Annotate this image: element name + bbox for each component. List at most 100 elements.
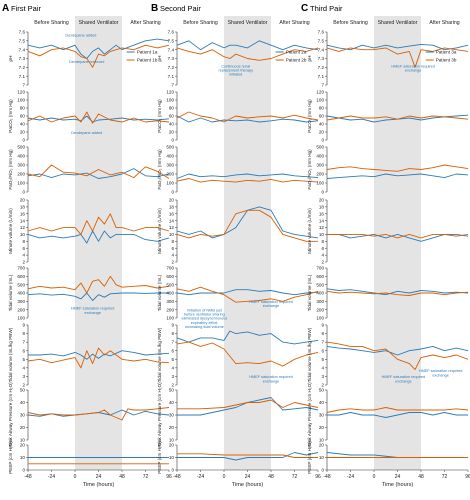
y-tick-label: 7	[171, 83, 174, 88]
annotation-line: HMEF saturation required	[249, 300, 292, 304]
y-tick-label: 7.3	[318, 56, 325, 61]
y-axis-label: FaO₂/FiO₂ (mm Hg)	[157, 149, 162, 190]
y-tick-label: 8	[321, 239, 324, 244]
panel-title: First Pair	[11, 4, 42, 13]
series-line-a	[176, 115, 319, 123]
y-tick-label: 4	[22, 365, 25, 370]
series-line-a	[326, 43, 469, 51]
annotation: Dexdepane removed	[69, 60, 104, 64]
y-tick-label: 6	[171, 348, 174, 353]
panel-letter: B	[151, 3, 158, 14]
y-axis-label: Minute volume (L/min)	[157, 208, 162, 254]
x-tick-label: 0	[74, 474, 77, 480]
y-tick-label: 20	[20, 425, 26, 430]
y-tick-label: 7	[321, 83, 324, 88]
x-tick-label: 96	[465, 474, 470, 480]
y-tick-label: 300	[316, 299, 324, 304]
annotation-line: exchange	[263, 304, 279, 308]
y-tick-label: 120	[316, 90, 324, 95]
y-tick-label: 60	[319, 114, 325, 119]
row-0: 7.6 7.5 7.4 7.3 7.2 7.1 7 pH Dexdepane added Dexd…	[8, 30, 170, 88]
annotation: HMEF saturation required exchange	[391, 64, 434, 72]
y-tick-label: 20	[20, 130, 26, 135]
series-line-b	[176, 286, 319, 303]
legend-label: Patient 2a	[286, 50, 307, 55]
y-tick-label: 50	[169, 388, 175, 393]
y-tick-label: 40	[169, 122, 175, 127]
y-tick-label: 0	[22, 468, 25, 473]
series-line-b	[176, 341, 319, 367]
series-line-a	[326, 288, 469, 296]
phase-label: After Sharing	[279, 20, 309, 26]
series-line-b	[177, 453, 318, 458]
series-line-b	[177, 399, 319, 410]
y-tick-label: 7.2	[318, 65, 325, 70]
y-tick-label: 10	[319, 455, 325, 460]
annotation-line: exchange	[405, 69, 421, 73]
y-tick-label: 6	[321, 348, 324, 353]
y-tick-label: 2	[321, 260, 324, 265]
phase-label: Before Sharing	[34, 20, 69, 26]
series-line-a	[176, 289, 319, 296]
y-tick-label: 600	[17, 274, 25, 279]
annotation-line: HMEF saturation required	[382, 375, 425, 379]
y-tick-label: 100	[316, 181, 324, 186]
y-tick-label: 7	[321, 340, 324, 345]
y-tick-label: 50	[20, 388, 26, 393]
y-tick-label: 16	[169, 211, 175, 216]
row-2: 500 400 300 200 100 0 FaO₂/FiO₂ (mm Hg)	[157, 145, 319, 195]
phase-label: Before Sharing	[183, 20, 218, 26]
y-tick-label: 20	[319, 443, 325, 448]
phase-label: Shared Ventilator	[228, 20, 268, 26]
annotation: HMEF saturation required exchange	[249, 300, 292, 308]
y-axis-label: Tidal volume (mL/kg PBW)	[157, 327, 162, 382]
y-tick-label: 60	[169, 114, 175, 119]
phase-label: Before Sharing	[333, 20, 368, 26]
row-1: 120 100 80 60 40 20 0 PaCO₂ (mm Hg)	[307, 90, 469, 143]
y-tick-label: 500	[166, 145, 174, 150]
row-4: 700 600 500 400 300 200 100 Tidal volume (mL) In…	[157, 266, 319, 329]
y-tick-label: 20	[169, 425, 175, 430]
row-1: 120 100 80 60 40 20 0 PaCO₂ (mm Hg)	[157, 90, 319, 143]
x-tick-label: 0	[223, 474, 226, 480]
y-tick-label: 20	[319, 198, 325, 203]
panel-letter: A	[2, 3, 9, 14]
panel-b: B Second Pair Before Sharing Shared Ventila…	[151, 3, 321, 488]
y-tick-label: 7.6	[318, 30, 325, 35]
series-line-b	[27, 407, 170, 421]
y-tick-label: 2	[171, 260, 174, 265]
y-tick-label: 7.6	[168, 30, 175, 35]
y-tick-label: 300	[316, 163, 324, 168]
x-tick-label: -24	[347, 474, 354, 480]
y-tick-label: 12	[20, 225, 26, 230]
y-tick-label: 5	[22, 357, 25, 362]
y-axis-label: FaO₂/FiO₂ (mm Hg)	[8, 149, 13, 190]
y-tick-label: 7	[171, 340, 174, 345]
y-tick-label: 18	[319, 204, 325, 209]
y-tick-label: 12	[169, 225, 175, 230]
y-tick-label: 100	[166, 98, 174, 103]
series-line-a	[27, 168, 170, 179]
y-tick-label: 200	[17, 307, 25, 312]
y-tick-label: 50	[319, 388, 325, 393]
annotation-line: HMEF saturation required	[391, 64, 434, 68]
y-tick-label: 400	[17, 154, 25, 159]
y-tick-label: 20	[20, 198, 26, 203]
annotation-line: replacement therapy	[218, 69, 253, 73]
phase-label: After Sharing	[429, 20, 459, 26]
x-tick-label: 0	[373, 474, 376, 480]
legend-label: Patient 3a	[436, 50, 457, 55]
y-tick-label: 16	[319, 211, 325, 216]
y-axis-label: Tidal volume (mL)	[307, 274, 312, 311]
y-tick-label: 400	[166, 291, 174, 296]
y-tick-label: 4	[321, 253, 324, 258]
series-line-b	[326, 407, 469, 413]
y-tick-label: 18	[20, 204, 26, 209]
y-tick-label: 40	[20, 122, 26, 127]
y-tick-label: 10	[20, 455, 26, 460]
y-tick-label: 300	[17, 299, 25, 304]
